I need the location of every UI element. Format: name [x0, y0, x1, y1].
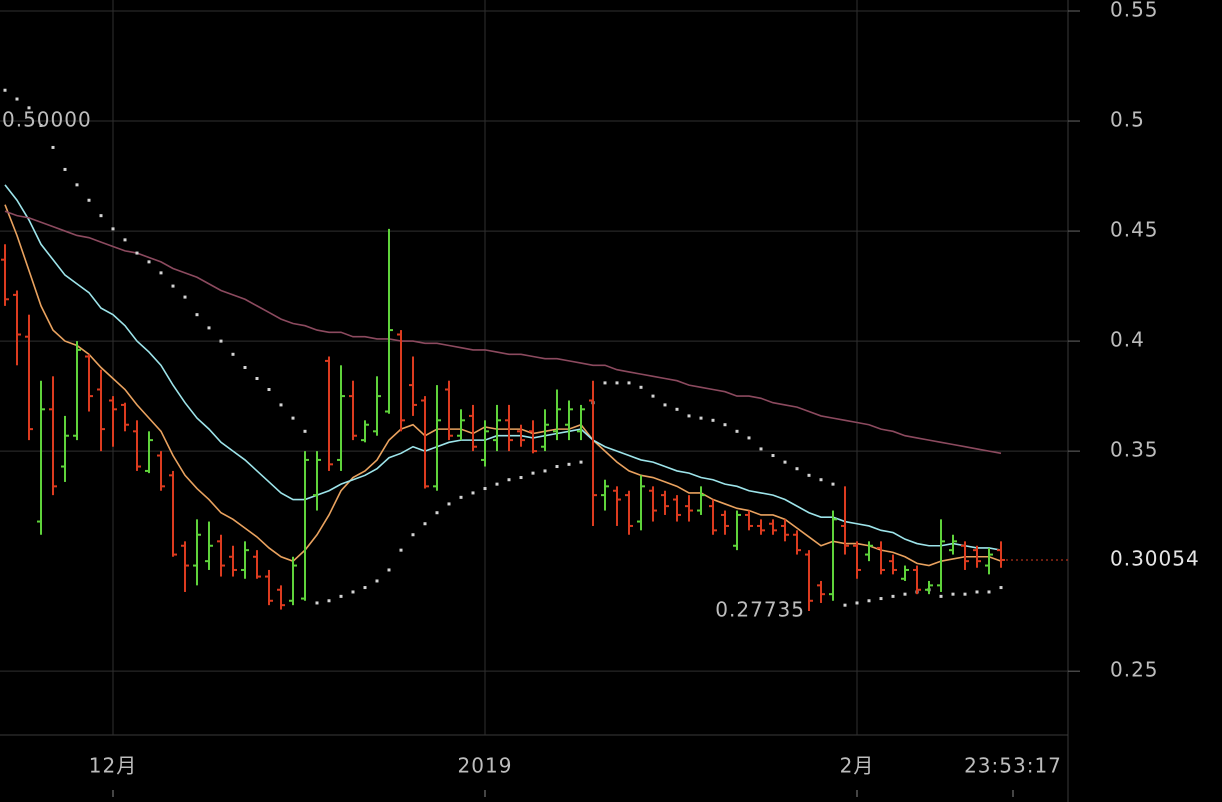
sar-dot — [3, 88, 7, 92]
sar-dot — [879, 597, 883, 601]
sar-dot — [411, 533, 415, 537]
sar-dot — [363, 586, 367, 590]
sar-dot — [99, 214, 103, 218]
sar-dot — [735, 429, 739, 433]
y-tick-label: 0.25 — [1110, 658, 1159, 682]
sar-dot — [819, 478, 823, 482]
sar-dot — [147, 260, 151, 264]
sar-dot — [687, 414, 691, 418]
sar-dot — [867, 599, 871, 603]
sar-dot — [531, 471, 535, 475]
sar-dot — [699, 416, 703, 420]
sar-dot — [423, 522, 427, 526]
sar-dot — [207, 326, 211, 330]
y-tick-label: 0.55 — [1110, 0, 1159, 22]
y-tick-label: 0.45 — [1110, 218, 1159, 242]
ma-line — [4, 184, 1002, 551]
sar-dot — [39, 123, 43, 127]
x-tick-label: 12月 — [89, 754, 137, 778]
sar-dot — [183, 295, 187, 299]
sar-dot — [75, 183, 79, 187]
sar-dot — [279, 403, 283, 407]
sar-dot — [711, 418, 715, 422]
sar-dot — [843, 603, 847, 607]
sar-dot — [663, 403, 667, 407]
sar-dot — [543, 469, 547, 473]
sar-dot — [555, 465, 559, 469]
min-annotation: 0.27735 — [715, 597, 805, 621]
sar-dot — [651, 394, 655, 398]
sar-dot — [303, 429, 307, 433]
sar-dot — [495, 482, 499, 486]
sar-dot — [939, 594, 943, 598]
sar-dot — [243, 366, 247, 369]
sar-dot — [135, 251, 139, 255]
sar-dot — [639, 385, 643, 389]
sar-dot — [87, 198, 91, 202]
sar-dot — [255, 377, 259, 381]
sar-dot — [219, 339, 223, 343]
sar-dot — [375, 579, 379, 583]
sar-dot — [807, 473, 811, 477]
sar-dot — [123, 238, 127, 242]
y-tick-label: 0.35 — [1110, 438, 1159, 462]
sar-dot — [891, 594, 895, 598]
x-tick-label: 2019 — [458, 754, 513, 778]
sar-dot — [315, 601, 319, 605]
sar-dot — [567, 462, 571, 466]
sar-dot — [579, 460, 583, 464]
sar-dot — [387, 568, 391, 572]
sar-dot — [15, 97, 19, 101]
sar-dot — [447, 502, 451, 506]
y-tick-label: 0.5 — [1110, 108, 1145, 132]
sar-dot — [675, 407, 679, 411]
sar-dot — [615, 381, 619, 385]
sar-dot — [327, 599, 331, 603]
sar-dot — [159, 271, 163, 275]
sar-dot — [51, 145, 55, 149]
sar-dot — [999, 586, 1003, 590]
y-tick-label: 0.4 — [1110, 328, 1145, 352]
sar-dot — [507, 478, 511, 482]
sar-dot — [987, 590, 991, 594]
sar-dot — [975, 590, 979, 594]
sar-dot — [771, 454, 775, 458]
sar-dot — [111, 227, 115, 231]
sar-dot — [351, 590, 355, 594]
sar-dot — [759, 447, 763, 451]
sar-dot — [783, 460, 787, 464]
sar-dot — [795, 467, 799, 471]
time-label: 23:53:17 — [964, 754, 1062, 778]
sar-dot — [231, 352, 235, 356]
sar-dot — [831, 482, 835, 486]
sar-dot — [171, 284, 175, 288]
sar-dot — [195, 313, 199, 317]
sar-dot — [603, 381, 607, 385]
ma-line — [4, 204, 1002, 567]
max-annotation: 0.50000 — [2, 108, 92, 132]
sar-dot — [855, 601, 859, 605]
sar-dot — [723, 423, 727, 427]
x-tick-label: 2月 — [840, 754, 875, 778]
sar-dot — [519, 476, 523, 480]
sar-dot — [459, 495, 463, 499]
sar-dot — [63, 167, 67, 171]
sar-dot — [267, 388, 271, 392]
last-price-label: 0.30054 — [1110, 546, 1200, 570]
ma-line — [4, 210, 1002, 455]
sar-dot — [399, 548, 403, 552]
sar-dot — [339, 594, 343, 598]
sar-dot — [951, 592, 955, 596]
sar-dot — [627, 381, 631, 385]
sar-dot — [291, 416, 295, 420]
sar-dot — [903, 592, 907, 596]
sar-dot — [27, 106, 31, 110]
sar-dot — [471, 491, 475, 495]
sar-dot — [435, 511, 439, 515]
sar-dot — [963, 592, 967, 596]
sar-dot — [483, 487, 487, 491]
sar-dot — [747, 436, 751, 440]
